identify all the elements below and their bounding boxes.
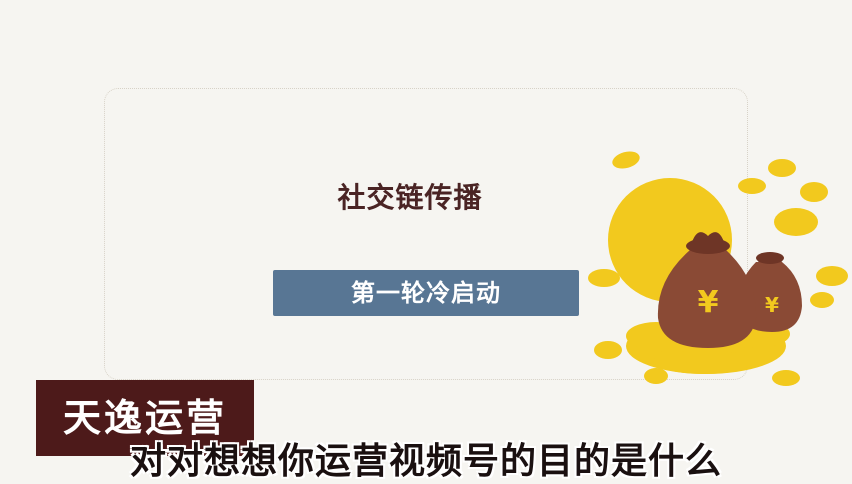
- svg-text:¥: ¥: [698, 285, 719, 320]
- brand-logo: 天逸运营: [36, 380, 254, 456]
- slide-card: [104, 88, 748, 380]
- cold-start-button[interactable]: 第一轮冷启动: [273, 270, 579, 316]
- video-subtitle: 对对想想你运营视频号的目的是什么: [0, 432, 852, 484]
- video-subtitle-text: 对对想想你运营视频号的目的是什么: [129, 441, 722, 482]
- slide-title: 社交链传播: [0, 176, 852, 216]
- svg-text:¥: ¥: [765, 293, 779, 317]
- slide-title-text: 社交链传播: [337, 181, 483, 214]
- money-bags-coins-icon: ¥ ¥: [588, 151, 848, 386]
